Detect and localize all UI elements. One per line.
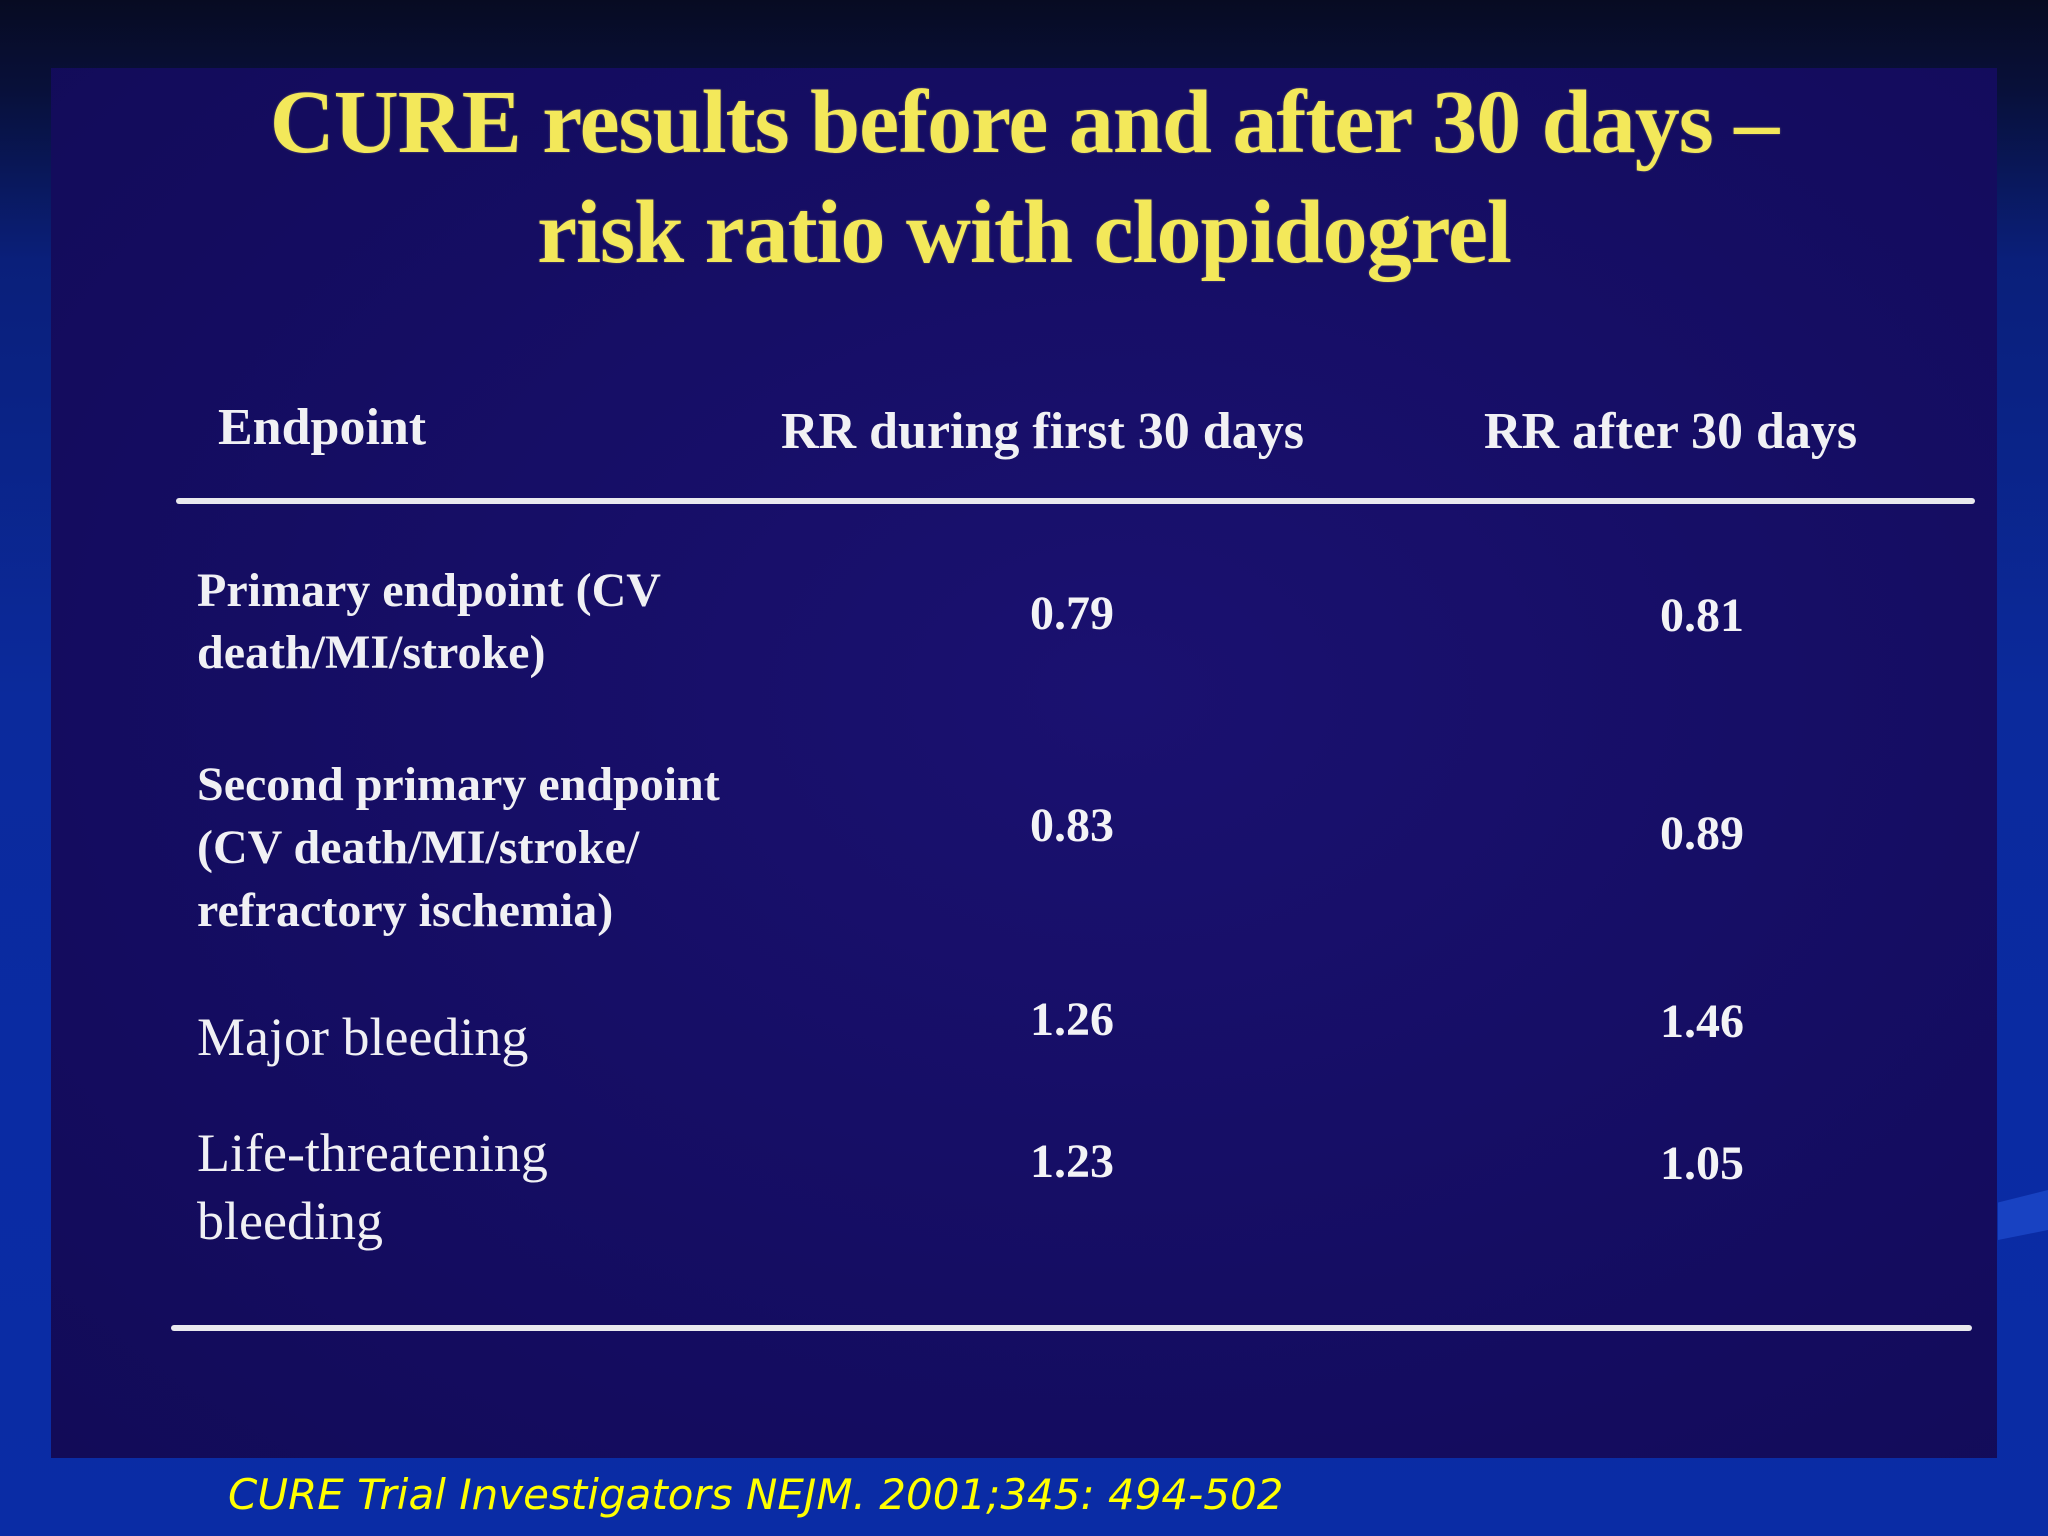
citation: CURE Trial Investigators NEJM. 2001;345:… <box>228 1470 1284 1519</box>
slide-title-line-2: risk ratio with clopidogrel <box>537 183 1512 282</box>
endpoint-label: refractory ischemia) <box>197 884 614 937</box>
table-bottom-rule <box>171 1325 1972 1331</box>
endpoint-label: Major bleeding <box>197 1007 529 1067</box>
endpoint-label: Life-threatening <box>197 1123 548 1183</box>
endpoint-label: Primary endpoint (CV <box>197 564 661 617</box>
endpoint-label: death/MI/stroke) <box>197 626 546 679</box>
rr-after-30-value: 1.05 <box>1660 1137 1744 1190</box>
endpoint-label: (CV death/MI/stroke/ <box>197 821 640 874</box>
decorative-shape <box>1998 1190 2048 1240</box>
rr-first-30-value: 1.26 <box>1030 993 1114 1046</box>
rr-first-30-value: 0.79 <box>1030 587 1114 640</box>
slide-title-line-1: CURE results before and after 30 days – <box>269 73 1780 172</box>
slide-photo: CURE results before and after 30 days – … <box>51 68 1997 1458</box>
rr-after-30-value: 0.81 <box>1660 589 1744 642</box>
header-rr-first-30-days: RR during first 30 days <box>781 403 1304 460</box>
endpoint-label: bleeding <box>197 1191 383 1251</box>
header-endpoint: Endpoint <box>218 399 427 456</box>
rr-after-30-value: 0.89 <box>1660 807 1744 860</box>
header-rr-after-30-days: RR after 30 days <box>1484 403 1858 460</box>
header-divider <box>176 498 1975 504</box>
rr-after-30-value: 1.46 <box>1660 995 1744 1048</box>
rr-first-30-value: 0.83 <box>1030 799 1114 852</box>
rr-first-30-value: 1.23 <box>1030 1135 1114 1188</box>
endpoint-label: Second primary endpoint <box>197 758 720 811</box>
